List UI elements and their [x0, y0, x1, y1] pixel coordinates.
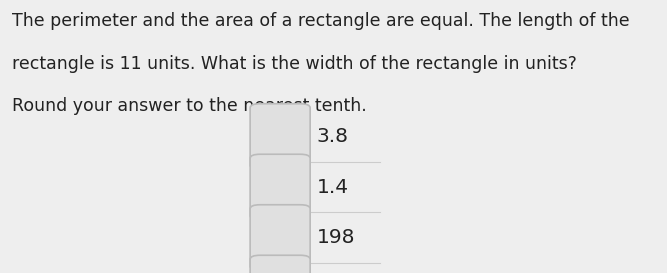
Text: 3.8: 3.8	[317, 127, 349, 146]
FancyBboxPatch shape	[250, 205, 310, 270]
Text: Round your answer to the nearest tenth.: Round your answer to the nearest tenth.	[12, 97, 367, 115]
Text: The perimeter and the area of a rectangle are equal. The length of the: The perimeter and the area of a rectangl…	[12, 12, 630, 30]
FancyBboxPatch shape	[250, 255, 310, 273]
Text: 198: 198	[317, 228, 356, 247]
Text: 1.4: 1.4	[317, 177, 349, 197]
Text: rectangle is 11 units. What is the width of the rectangle in units?: rectangle is 11 units. What is the width…	[12, 55, 577, 73]
FancyBboxPatch shape	[250, 154, 310, 220]
FancyBboxPatch shape	[250, 104, 310, 169]
